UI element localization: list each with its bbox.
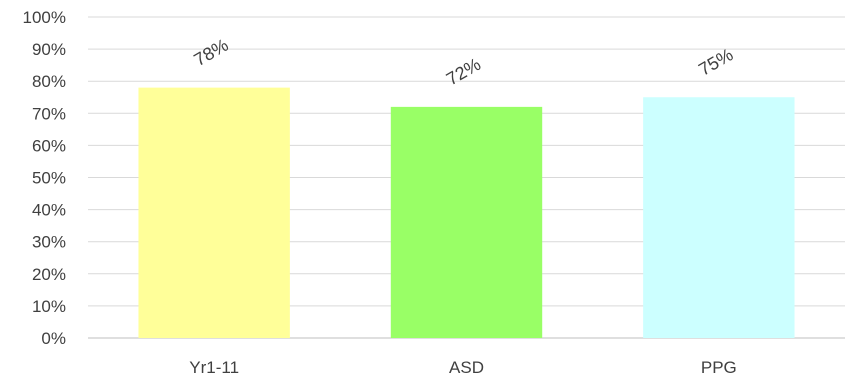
- x-tick-label: Yr1-11: [189, 358, 239, 377]
- bar-ppg: [643, 97, 795, 338]
- y-axis-tick-labels: 0% 10% 20% 30% 40% 50% 60% 70% 80% 90% 100%: [23, 8, 66, 348]
- y-tick-label: 10%: [32, 297, 66, 316]
- x-tick-label: PPG: [701, 358, 737, 377]
- y-tick-label: 70%: [32, 104, 66, 123]
- y-tick-label: 60%: [32, 136, 66, 155]
- x-axis-tick-labels: Yr1-11 ASD PPG: [189, 358, 737, 377]
- y-tick-label: 30%: [32, 233, 66, 252]
- y-tick-label: 90%: [32, 40, 66, 59]
- y-tick-label: 50%: [32, 169, 66, 188]
- bar-asd: [390, 106, 543, 338]
- y-tick-label: 40%: [32, 201, 66, 220]
- bar-yr1-11: [138, 87, 290, 339]
- y-tick-label: 80%: [32, 72, 66, 91]
- x-tick-label: ASD: [449, 358, 484, 377]
- y-tick-label: 0%: [41, 329, 66, 348]
- y-tick-label: 20%: [32, 265, 66, 284]
- y-tick-label: 100%: [23, 8, 66, 27]
- bars: [138, 87, 795, 339]
- data-label: 75%: [695, 44, 736, 79]
- data-label: 78%: [191, 35, 232, 70]
- data-label: 72%: [443, 54, 484, 89]
